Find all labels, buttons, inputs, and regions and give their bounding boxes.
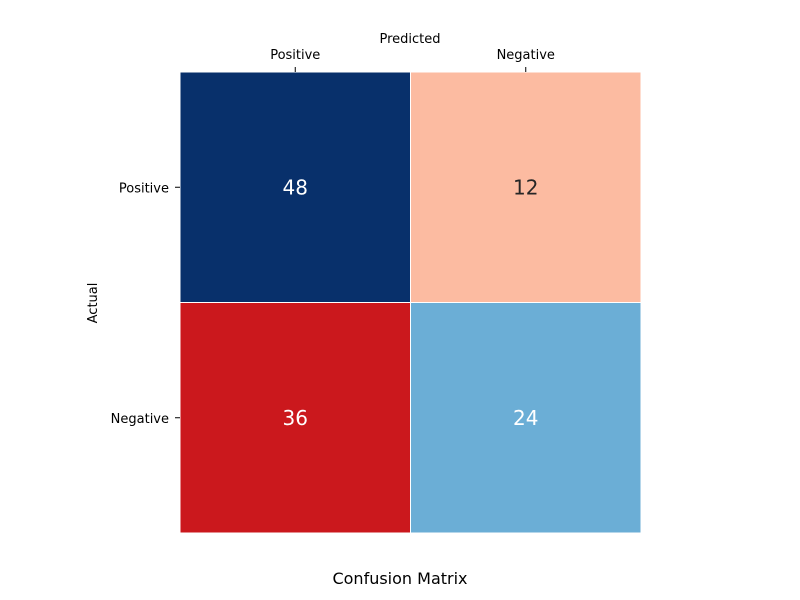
y-tick-label: Positive bbox=[119, 181, 169, 196]
cell-value-label: 36 bbox=[283, 406, 308, 430]
chart-title: Confusion Matrix bbox=[332, 569, 467, 588]
cell-value-label: 48 bbox=[283, 175, 308, 199]
x-tick-label: Positive bbox=[270, 48, 320, 63]
heatmap-cell-values: 48 12 36 24 bbox=[283, 175, 539, 430]
x-axis-ticks: Positive Negative bbox=[270, 48, 555, 72]
x-axis-title: Predicted bbox=[379, 32, 440, 47]
y-axis-title: Actual bbox=[86, 283, 101, 324]
heatmap-cell bbox=[410, 71, 642, 303]
cell-value-label: 12 bbox=[513, 175, 538, 199]
x-tick-label: Negative bbox=[497, 48, 555, 63]
heatmap-cell bbox=[179, 302, 411, 534]
y-axis-ticks: Positive Negative bbox=[111, 181, 180, 427]
cell-value-label: 24 bbox=[513, 406, 538, 430]
y-tick-label: Negative bbox=[111, 412, 169, 427]
heatmap-cells bbox=[179, 71, 642, 534]
heatmap-cell bbox=[410, 302, 642, 534]
heatmap-cell bbox=[179, 71, 411, 303]
